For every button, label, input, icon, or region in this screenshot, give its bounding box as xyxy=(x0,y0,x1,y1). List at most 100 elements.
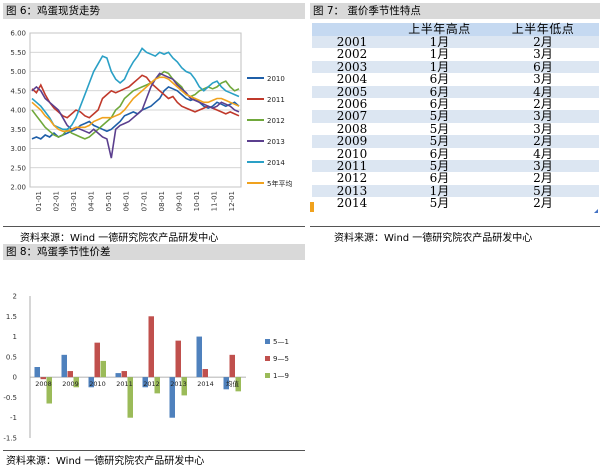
legend-swatch xyxy=(265,356,270,361)
table-cell: 2010 xyxy=(312,147,392,160)
table-cell: 2月 xyxy=(487,36,599,48)
table-row: 2003 1月 6月 xyxy=(312,60,599,73)
bar-9—5-2011 xyxy=(121,371,127,378)
bar-9—5-2010 xyxy=(94,342,100,378)
table-cell: 3月 xyxy=(487,73,599,86)
table-cell: 6月 xyxy=(392,172,487,185)
table-cell: 5月 xyxy=(392,122,487,135)
legend-label: 9—5 xyxy=(273,355,289,363)
fig6-source-rule xyxy=(3,226,305,227)
x-category-label: 2008 xyxy=(35,380,52,388)
table-header-cell xyxy=(312,23,392,36)
bar-9—5-2014 xyxy=(202,369,208,378)
y-tick-label: -1.5 xyxy=(3,435,17,443)
table-cell: 2003 xyxy=(312,60,392,73)
table-row: 2009 5月 2月 xyxy=(312,135,599,148)
y-tick-label: 0 xyxy=(13,374,17,382)
legend-label: 2011 xyxy=(267,96,285,104)
bar-5—1-2014 xyxy=(196,336,202,378)
bar-5—1-2011 xyxy=(115,373,121,378)
fig8-bar-chart: 2 1.5 1 0.5 0 -0.5 -1 -1.5 2008 2009 2010 2011 2012 2… xyxy=(3,293,289,443)
x-tick-label: 01-01 xyxy=(35,191,43,211)
table-row: 2013 1月 5月 xyxy=(312,184,599,197)
table-cell: 6月 xyxy=(392,85,487,98)
x-category-label: 2012 xyxy=(143,380,160,388)
legend-label: 1—9 xyxy=(273,372,289,380)
bar-5—1-2009 xyxy=(61,354,67,378)
legend-label: 2014 xyxy=(267,159,285,167)
x-category-label: 2011 xyxy=(116,380,133,388)
bar-1—9-2012 xyxy=(154,377,160,394)
table-row: 2006 6月 2月 xyxy=(312,98,599,110)
table-cell: 2月 xyxy=(487,98,599,110)
table-cell: 5月 xyxy=(487,184,599,197)
table-cell: 5月 xyxy=(392,135,487,148)
table-cell: 3月 xyxy=(487,160,599,172)
x-tick-label: 07-01 xyxy=(140,191,148,211)
series-line-2013 xyxy=(31,72,240,159)
table-cell: 2009 xyxy=(312,135,392,148)
table-row: 2010 6月 4月 xyxy=(312,147,599,160)
table-cell: 2004 xyxy=(312,73,392,86)
table-row: 2014 5月 2月 xyxy=(312,197,599,210)
table-row: 2005 6月 4月 xyxy=(312,85,599,98)
y-tick-label: -1 xyxy=(10,414,17,422)
bar-9—5-2009 xyxy=(67,371,73,378)
fig8-source: 资料来源：Wind 一德研究院农产品研发中心 xyxy=(6,456,205,467)
x-category-label: 2009 xyxy=(62,380,79,388)
x-tick-label: 06-01 xyxy=(123,191,131,211)
table-cell: 5月 xyxy=(392,110,487,123)
fig6-line-chart: 6.00 5.50 5.00 4.50 4.00 3.50 3.00 2.50 2.00 01-0… xyxy=(10,30,292,212)
table-cell: 4月 xyxy=(487,147,599,160)
x-tick-label: 12-01 xyxy=(228,191,236,211)
legend-label: 2012 xyxy=(267,117,285,125)
x-tick-label: 09-01 xyxy=(175,191,183,211)
bar-1—9-2008 xyxy=(46,377,52,404)
resize-corner-icon xyxy=(594,209,598,213)
table-row: 2007 5月 3月 xyxy=(312,110,599,123)
table-cell: 1月 xyxy=(392,48,487,61)
table-row: 2012 6月 2月 xyxy=(312,172,599,185)
fig8-source-rule xyxy=(3,450,305,451)
fig7-table: 上半年高点 上半年低点 2001 1月 2月 2002 1月 3月 2003 1月 6月 2004… xyxy=(312,23,599,210)
table-cell: 2月 xyxy=(487,172,599,185)
x-tick-label: 08-01 xyxy=(158,191,166,211)
x-category-label: 均值 xyxy=(226,379,240,388)
bar-1—9-2011 xyxy=(127,377,133,418)
series-line-2010 xyxy=(31,85,240,140)
table-row: 2011 5月 3月 xyxy=(312,160,599,172)
y-tick-label: 6.00 xyxy=(10,30,26,38)
table-cell: 2011 xyxy=(312,160,392,172)
table-cell: 3月 xyxy=(487,122,599,135)
table-cell: 2013 xyxy=(312,184,392,197)
bar-5—1-2008 xyxy=(34,367,40,378)
table-cell: 2007 xyxy=(312,110,392,123)
y-tick-label: 2.00 xyxy=(10,184,26,192)
bar-9—5-均值 xyxy=(229,354,235,378)
fig8-title: 图 8：鸡蛋季节性价差 xyxy=(3,244,305,260)
table-row: 2008 5月 3月 xyxy=(312,122,599,135)
legend-swatch xyxy=(265,339,270,344)
x-tick-label: 03-01 xyxy=(70,191,78,211)
series-line-2011 xyxy=(31,74,240,119)
x-tick-label: 04-01 xyxy=(88,191,96,211)
table-cell: 2014 xyxy=(312,197,392,210)
table-row: 2002 1月 3月 xyxy=(312,48,599,61)
table-header-row: 上半年高点 上半年低点 xyxy=(312,23,599,36)
x-tick-label: 10-01 xyxy=(193,191,201,211)
y-tick-label: 2 xyxy=(13,293,17,301)
table-cell: 5月 xyxy=(392,197,487,210)
x-category-label: 2010 xyxy=(89,380,106,388)
legend-label: 2013 xyxy=(267,138,285,146)
table-cell: 2001 xyxy=(312,36,392,48)
x-category-label: 2014 xyxy=(197,380,214,388)
fig7-table-body: 2001 1月 2月 2002 1月 3月 2003 1月 6月 2004 6月 3月 2005 6月 4月… xyxy=(312,36,599,210)
fig6-title: 图 6：鸡蛋现货走势 xyxy=(3,3,305,19)
table-cell: 6月 xyxy=(392,73,487,86)
y-tick-label: 5.00 xyxy=(10,68,26,76)
bar-1—9-2009 xyxy=(73,377,79,388)
legend-label: 2010 xyxy=(267,75,285,83)
table-header-cell: 上半年低点 xyxy=(487,23,599,36)
bar-9—5-2012 xyxy=(148,316,154,378)
bar-1—9-2010 xyxy=(100,360,106,378)
